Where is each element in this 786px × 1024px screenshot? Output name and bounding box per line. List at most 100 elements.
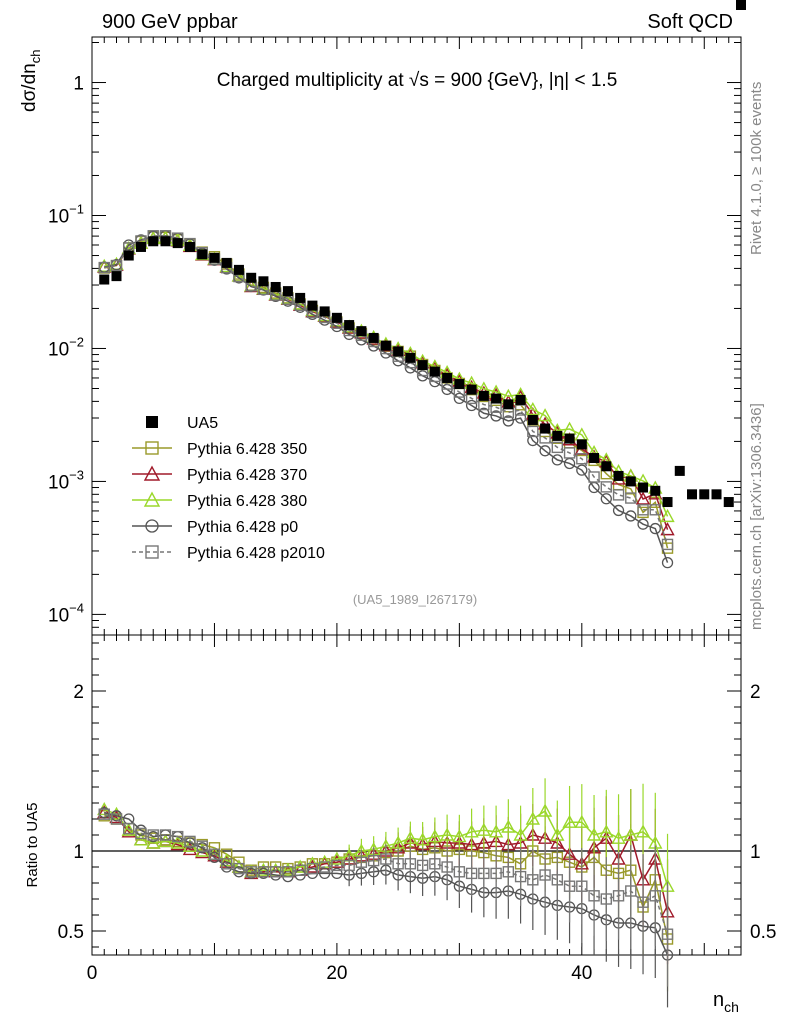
data-point xyxy=(540,423,551,434)
series-pythia-6-428-p2010 xyxy=(98,230,674,551)
x-axis-label-sub: ch xyxy=(724,999,739,1015)
ratio-point xyxy=(170,835,185,849)
ratio-y-tick-label: 1 xyxy=(73,842,84,863)
ratio-point xyxy=(294,864,306,876)
ratio-y-tick-label: 0.5 xyxy=(58,922,84,943)
series-point xyxy=(612,504,625,517)
data-point xyxy=(356,326,367,337)
ratio-point xyxy=(637,896,649,908)
series-point xyxy=(660,508,675,523)
series-point xyxy=(649,496,661,508)
legend-item: Pythia 6.428 p0 xyxy=(132,519,298,536)
ratio-point xyxy=(539,869,551,881)
data-point xyxy=(699,489,710,500)
data-point xyxy=(246,272,257,283)
data-point xyxy=(687,489,698,500)
ratio-point xyxy=(415,832,430,846)
ratio-point xyxy=(563,880,576,892)
ratio-point xyxy=(158,833,173,848)
ratio-point xyxy=(562,814,577,828)
ratio-point xyxy=(453,866,466,878)
ratio-point xyxy=(635,824,651,838)
series-point xyxy=(576,453,588,465)
legend-label: UA5 xyxy=(187,415,218,432)
series-pythia-6-428-p0 xyxy=(98,230,674,569)
reference-tag: (UA5_1989_I267179) xyxy=(353,592,477,607)
data-point xyxy=(307,300,318,311)
ratio-point xyxy=(172,830,184,843)
x-axis-label-text: n xyxy=(713,989,724,1011)
ratio-point xyxy=(306,862,319,875)
main-plot-area xyxy=(97,0,746,569)
series-point xyxy=(527,425,539,438)
data-point xyxy=(295,292,306,303)
ratio-point xyxy=(464,824,479,838)
ratio-point xyxy=(661,928,674,940)
rivet-label: Rivet 4.1.0, ≥ 100k events xyxy=(748,82,765,255)
series-point xyxy=(635,491,651,505)
ratio-point xyxy=(98,808,110,820)
series-point xyxy=(110,259,123,272)
header-left: 900 GeV ppbar xyxy=(102,11,238,33)
data-point xyxy=(123,250,134,261)
legend-marker xyxy=(145,519,159,533)
series-point xyxy=(525,401,541,416)
ratio-point xyxy=(452,829,467,843)
ratio-point xyxy=(429,858,441,870)
ratio-point xyxy=(416,859,429,872)
series-point xyxy=(637,504,649,516)
ratio-point xyxy=(182,838,198,852)
data-point xyxy=(282,286,293,297)
legend-marker xyxy=(145,545,159,559)
series-point xyxy=(625,510,637,522)
ratio-point xyxy=(121,824,136,838)
series-point xyxy=(576,464,588,476)
ratio-point xyxy=(196,840,208,852)
ratio-point xyxy=(623,827,638,841)
legend-marker xyxy=(143,465,161,481)
data-point xyxy=(515,394,526,405)
legend-label: Pythia 6.428 p0 xyxy=(187,519,298,536)
data-point xyxy=(552,430,563,441)
data-point xyxy=(503,399,514,410)
ratio-point xyxy=(586,827,602,841)
data-point xyxy=(650,485,661,496)
ratio-point xyxy=(514,870,527,883)
x-tick-label: 20 xyxy=(326,963,347,984)
svg-text:dσ/dnch: dσ/dnch xyxy=(19,50,43,112)
ratio-point xyxy=(527,874,539,886)
ratio-point xyxy=(488,824,504,838)
ratio-point xyxy=(390,835,406,849)
svg-text:nch: nch xyxy=(713,989,739,1015)
ratio-point xyxy=(599,824,614,838)
series-point xyxy=(660,522,675,536)
ratio-point xyxy=(219,853,234,867)
y-tick-label: 10−4 xyxy=(48,600,84,626)
header-right: Soft QCD xyxy=(647,11,733,33)
data-point xyxy=(417,360,428,371)
ratio-point xyxy=(465,867,478,880)
axes: 0 20 40 10−4 10−3 10−2 10−1 1 0.5 0.5 1 1 2 2 xyxy=(48,37,776,984)
ratio-point xyxy=(355,856,368,868)
data-point xyxy=(662,497,673,508)
ratio-point xyxy=(441,861,453,873)
ratio-point xyxy=(367,854,380,867)
y-tick-label: 10−3 xyxy=(48,467,84,493)
data-point xyxy=(331,312,342,323)
ratio-point xyxy=(525,811,541,825)
data-point xyxy=(221,257,232,268)
series-point xyxy=(649,504,661,516)
ratio-y-tick-label: 2 xyxy=(73,682,84,703)
data-point xyxy=(135,241,146,252)
ratio-series-pythia-6-428-p2010 xyxy=(98,808,674,987)
ratio-point xyxy=(404,858,417,870)
series-point xyxy=(551,441,564,454)
data-point xyxy=(393,346,404,357)
legend: UA5 Pythia 6.428 350 Pythia 6.428 370 Pythi… xyxy=(132,415,325,562)
data-point xyxy=(209,252,220,263)
series-point xyxy=(527,434,539,447)
data-point xyxy=(380,340,391,351)
series-point xyxy=(98,261,110,274)
series-line xyxy=(104,235,669,563)
data-point xyxy=(613,470,624,481)
